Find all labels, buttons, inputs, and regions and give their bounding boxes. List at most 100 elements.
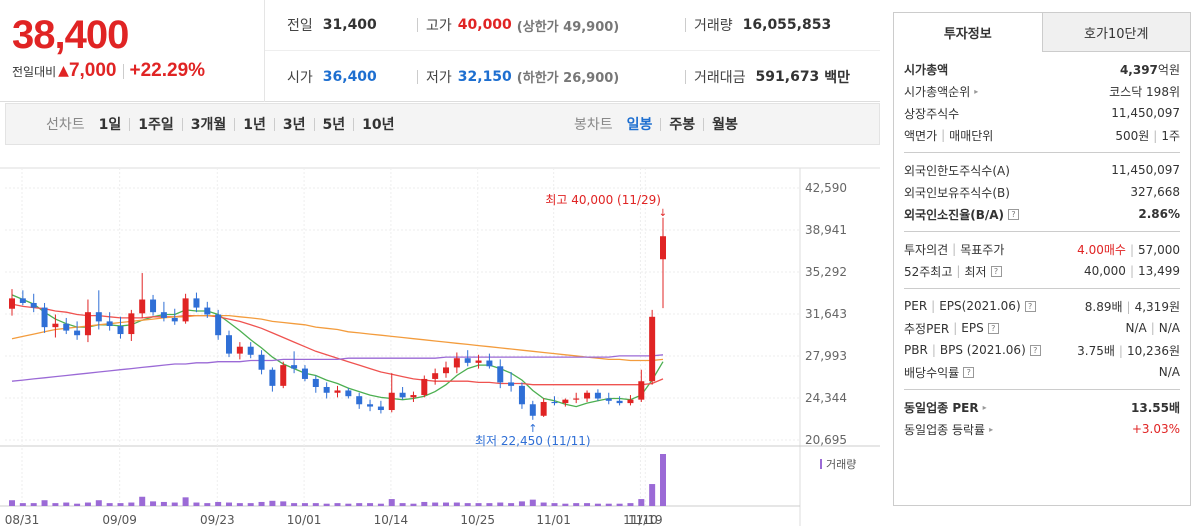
candle-body — [453, 358, 460, 368]
info-value-text: 327,668 — [1130, 185, 1180, 199]
help-icon[interactable]: ? — [990, 265, 1002, 277]
candle-period-item[interactable]: 일봉 — [626, 117, 653, 133]
candle-body — [529, 404, 536, 416]
volume-bar — [269, 500, 276, 506]
chart-bg — [0, 148, 880, 528]
x-tick-label: 08/31 — [5, 513, 40, 527]
low-value: 32,150 — [457, 68, 512, 85]
volume-bar — [139, 496, 146, 506]
volume-bar — [399, 503, 406, 506]
volume-bar — [150, 501, 157, 506]
prev-label: 전일 — [287, 18, 313, 34]
volume-bar — [584, 503, 591, 506]
line-period-item[interactable]: 10년 — [362, 117, 395, 133]
candle-body — [638, 381, 645, 400]
volume-bar — [247, 503, 254, 506]
volume-bar — [464, 503, 471, 506]
info-key: PER | EPS(2021.06)? — [904, 299, 1036, 313]
info-key-text: 배당수익률 — [904, 365, 960, 380]
line-period-item[interactable]: 3년 — [282, 117, 306, 133]
info-key-part: 목표주가 — [960, 242, 1005, 257]
volume-bar — [226, 502, 232, 506]
low-label: 저가 — [426, 69, 452, 86]
candle-body — [291, 365, 298, 369]
price-chart[interactable]: 42,590 38,941 35,292 31,643 27,993 24,344 20,6… — [0, 148, 880, 528]
help-icon[interactable]: ? — [1029, 344, 1041, 356]
candle-body — [171, 317, 178, 322]
candle-body — [432, 373, 439, 379]
quote-row-2: 시가 36,400 저가 32,150 (하한가 26,900) 거래대금 59… — [265, 51, 880, 102]
info-row: 투자의견 | 목표주가 4.00매수 | 57,000 — [904, 238, 1180, 260]
open-label: 시가 — [287, 69, 313, 86]
y-tick-label: 27,993 — [805, 349, 847, 363]
line-period-item[interactable]: 1일 — [98, 117, 122, 133]
info-value-part: 10,236원 — [1126, 343, 1180, 358]
info-key: 동일업종 등락률 ▸ — [904, 421, 993, 438]
line-chart-label: 선차트 — [46, 117, 85, 133]
volume-label: 거래량 — [694, 18, 733, 34]
quote-header: 38,400 전일대비 ▲ 7,000 +22.29% 전일 31,400 고가… — [0, 0, 880, 102]
open-value: 36,400 — [322, 68, 377, 85]
info-row: 동일업종 등락률 ▸ +3.03% — [904, 418, 1180, 440]
line-period-item[interactable]: 3개월 — [190, 117, 227, 133]
info-value-text: 11,450,097 — [1111, 163, 1180, 177]
line-period-item[interactable]: 1주일 — [138, 117, 174, 133]
candle-body — [594, 392, 601, 399]
candle-body — [226, 335, 232, 354]
info-value-part: N/A — [1158, 321, 1180, 335]
volume-bar — [388, 499, 395, 506]
volume-bar — [236, 503, 243, 506]
candle-body — [84, 312, 91, 336]
info-value: N/A | N/A — [1125, 321, 1180, 335]
info-key: PBR | BPS (2021.06)? — [904, 343, 1041, 357]
info-key: 추정PER | EPS? — [904, 320, 999, 337]
candle-period-item[interactable]: 주봉 — [669, 117, 696, 133]
up-triangle-icon: ▲ — [58, 63, 69, 79]
info-row: 상장주식수 11,450,097 — [904, 102, 1180, 124]
info-key-part: EPS — [961, 321, 984, 335]
info-value-text: 4,397 — [1119, 62, 1158, 77]
volume-bar — [421, 501, 428, 506]
divider — [417, 18, 418, 32]
help-icon[interactable]: ? — [963, 366, 975, 378]
candle-body — [649, 316, 656, 382]
candle-period-item[interactable]: 월봉 — [712, 117, 738, 133]
info-value-unit: 억원 — [1157, 62, 1180, 77]
volume-bar — [594, 503, 601, 506]
volume-bar — [9, 500, 15, 506]
info-value-part: 13,499 — [1138, 264, 1180, 278]
info-value: 11,450,097 — [1111, 163, 1180, 177]
chevron-right-icon[interactable]: ▸ — [982, 402, 987, 412]
divider — [273, 117, 275, 131]
chevron-right-icon[interactable]: ▸ — [989, 424, 994, 434]
info-key-part: PBR — [904, 343, 928, 357]
line-chart-group: 선차트 1일 1주일 3개월 1년 3년 5년 10년 — [46, 104, 395, 144]
down-arrow-icon: ↓ — [659, 208, 667, 219]
volume-bar — [410, 503, 417, 506]
candle-body — [627, 399, 634, 404]
help-icon[interactable]: ? — [1024, 300, 1036, 312]
tab-invest-info[interactable]: 투자정보 — [893, 12, 1043, 52]
y-tick-label: 38,941 — [805, 223, 847, 237]
line-period-item[interactable]: 5년 — [322, 117, 346, 133]
y-tick-label: 42,590 — [805, 181, 847, 195]
volume-bar — [551, 503, 558, 506]
open-price: 시가 36,400 — [287, 67, 377, 87]
divider: | — [931, 343, 936, 357]
info-value: 13.55배 — [1131, 399, 1180, 416]
info-key-part: 매매단위 — [949, 128, 994, 143]
volume-bar — [453, 502, 460, 506]
divider: | — [941, 128, 946, 142]
info-value-text: 11,450,097 — [1111, 106, 1180, 120]
volume-bar — [117, 503, 124, 506]
candle-body — [139, 299, 146, 314]
tab-hoga[interactable]: 호가10단계 — [1042, 12, 1191, 52]
chevron-right-icon[interactable]: ▸ — [974, 86, 979, 96]
info-row: PBR | BPS (2021.06)? 3.75배 | 10,236원 — [904, 339, 1180, 361]
volume-bar — [204, 503, 211, 506]
line-period-item[interactable]: 1년 — [243, 117, 266, 133]
info-value-text: +3.03% — [1131, 422, 1180, 436]
help-icon[interactable]: ? — [987, 322, 999, 334]
help-icon[interactable]: ? — [1008, 208, 1020, 220]
volume-value: 16,055,853 — [742, 17, 832, 33]
